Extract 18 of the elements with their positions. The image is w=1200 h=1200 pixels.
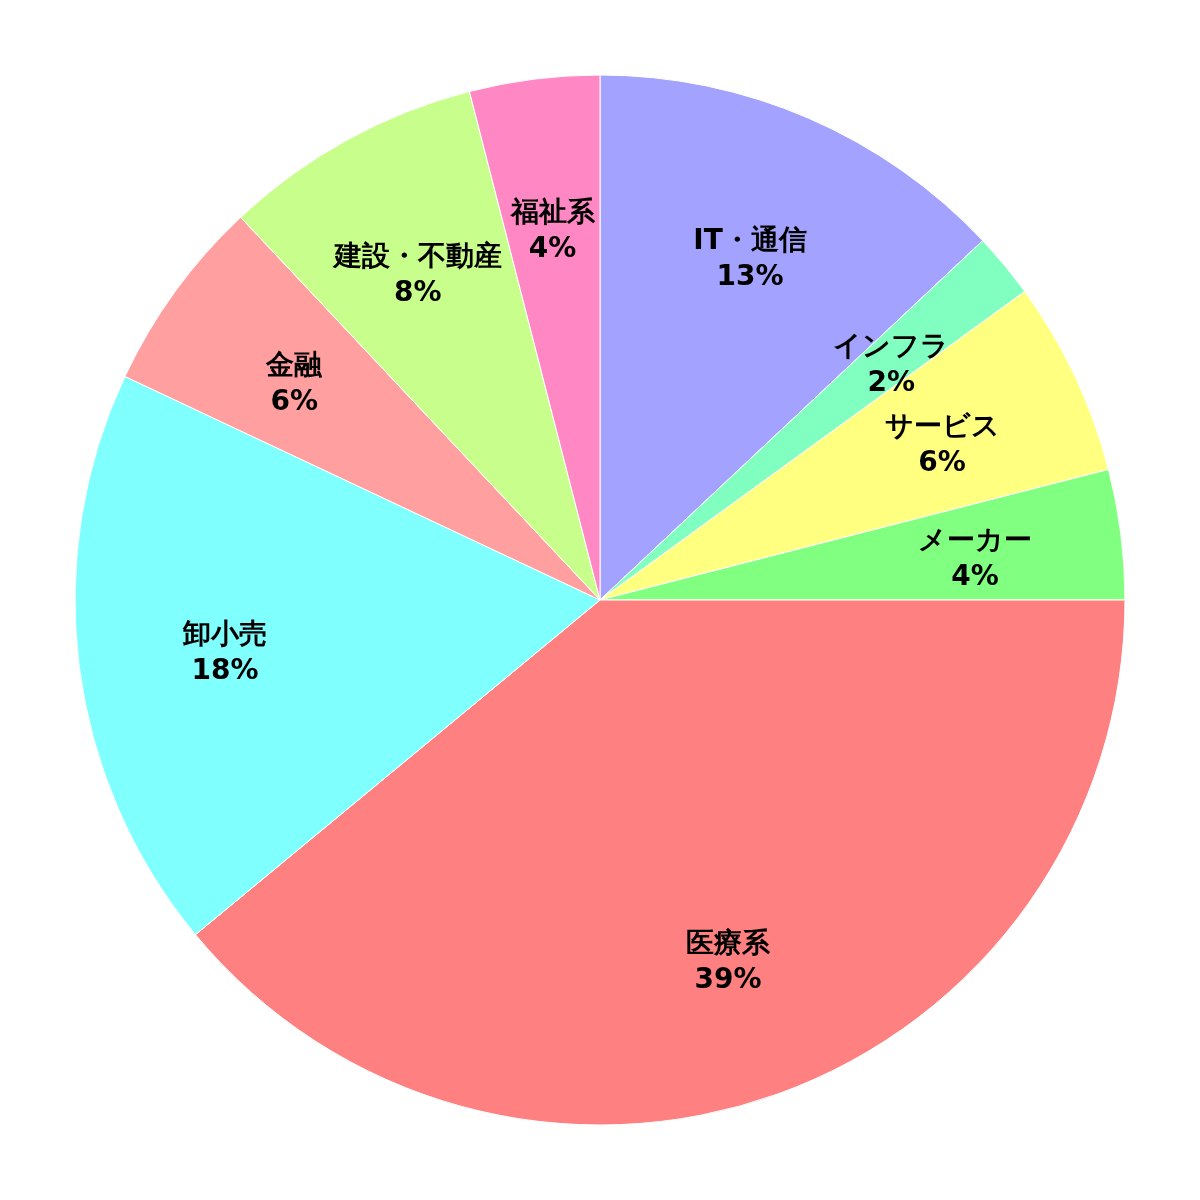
data-label: 6% bbox=[270, 383, 318, 417]
slice-label: 卸小売 bbox=[181, 617, 267, 651]
data-label: 2% bbox=[867, 365, 916, 399]
data-label: 6% bbox=[918, 445, 966, 479]
slice-label: 建設・不動産 bbox=[331, 238, 502, 272]
slice-label: 金融 bbox=[265, 347, 324, 381]
slice-label: 医療系 bbox=[686, 925, 772, 959]
slice-label: IT・通信 bbox=[693, 223, 807, 257]
slice-label: メーカー bbox=[918, 522, 1033, 556]
slice-label: サービス bbox=[884, 409, 1000, 443]
data-label: 39% bbox=[694, 961, 762, 995]
data-label: 4% bbox=[951, 558, 999, 592]
slice-label: インフラ bbox=[833, 329, 950, 363]
slice-label: 福祉系 bbox=[508, 194, 596, 228]
data-label: 8% bbox=[394, 274, 442, 308]
data-label: 4% bbox=[528, 230, 577, 264]
data-label: 18% bbox=[191, 653, 259, 687]
data-label: 13% bbox=[716, 259, 784, 293]
